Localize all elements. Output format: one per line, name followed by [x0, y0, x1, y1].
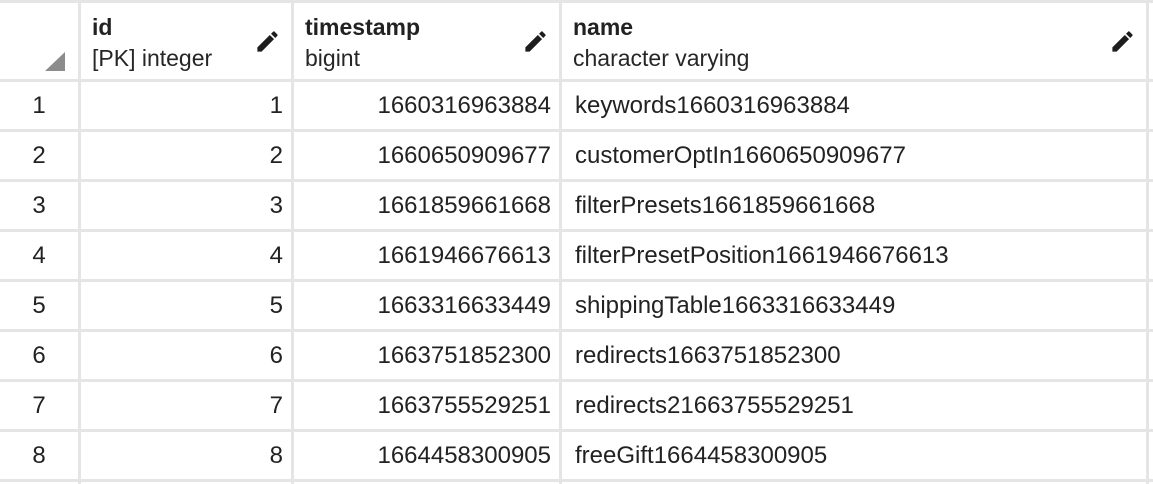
cell-id[interactable]: 4	[81, 232, 291, 279]
cell-id[interactable]: 8	[81, 432, 291, 479]
select-all-corner-cell[interactable]	[0, 3, 78, 79]
cell-name[interactable]: freeGift1664458300905	[562, 432, 1146, 479]
cell-id[interactable]: 3	[81, 182, 291, 229]
partial-row-cell	[81, 482, 291, 484]
cell-name[interactable]: keywords1660316963884	[562, 82, 1146, 129]
column-name: timestamp	[305, 14, 421, 40]
cell-name[interactable]: filterPresets1661859661668	[562, 182, 1146, 229]
row-number[interactable]: 7	[0, 382, 78, 429]
cell-name[interactable]: redirects1663751852300	[562, 332, 1146, 379]
cell-timestamp[interactable]: 1663755529251	[294, 382, 559, 429]
cell-timestamp[interactable]: 1664458300905	[294, 432, 559, 479]
column-type: [PK] integer	[92, 45, 213, 71]
row-overflow-sliver	[1149, 82, 1153, 129]
pencil-icon[interactable]	[521, 27, 549, 55]
row-overflow-sliver	[1149, 432, 1153, 479]
partial-row-cell	[294, 482, 559, 484]
row-number[interactable]: 6	[0, 332, 78, 379]
partial-row-cell	[0, 482, 78, 484]
cell-name[interactable]: filterPresetPosition1661946676613	[562, 232, 1146, 279]
cell-id[interactable]: 5	[81, 282, 291, 329]
cell-timestamp[interactable]: 1660316963884	[294, 82, 559, 129]
column-type: bigint	[305, 45, 360, 71]
row-number[interactable]: 2	[0, 132, 78, 179]
cell-name[interactable]: customerOptIn1660650909677	[562, 132, 1146, 179]
partial-row-cell	[562, 482, 1146, 484]
column-header-timestamp[interactable]: timestamp bigint	[294, 3, 559, 79]
cell-timestamp[interactable]: 1661946676613	[294, 232, 559, 279]
column-header-name[interactable]: name character varying	[562, 3, 1146, 79]
row-overflow-sliver	[1149, 132, 1153, 179]
column-type: character varying	[573, 45, 750, 71]
cell-id[interactable]: 6	[81, 332, 291, 379]
cell-name[interactable]: redirects21663755529251	[562, 382, 1146, 429]
select-all-triangle-icon	[45, 52, 65, 71]
cell-id[interactable]: 2	[81, 132, 291, 179]
partial-row-cell	[1149, 482, 1153, 484]
pencil-icon[interactable]	[253, 27, 281, 55]
row-overflow-sliver	[1149, 282, 1153, 329]
cell-timestamp[interactable]: 1663316633449	[294, 282, 559, 329]
row-overflow-sliver	[1149, 182, 1153, 229]
cell-id[interactable]: 7	[81, 382, 291, 429]
row-overflow-sliver	[1149, 382, 1153, 429]
row-number[interactable]: 3	[0, 182, 78, 229]
row-number[interactable]: 1	[0, 82, 78, 129]
row-number[interactable]: 4	[0, 232, 78, 279]
cell-timestamp[interactable]: 1660650909677	[294, 132, 559, 179]
cell-id[interactable]: 1	[81, 82, 291, 129]
row-overflow-sliver	[1149, 332, 1153, 379]
column-name: id	[92, 14, 113, 40]
row-number[interactable]: 5	[0, 282, 78, 329]
cell-timestamp[interactable]: 1661859661668	[294, 182, 559, 229]
header-overflow-sliver	[1149, 3, 1153, 79]
row-number[interactable]: 8	[0, 432, 78, 479]
row-overflow-sliver	[1149, 232, 1153, 279]
pencil-icon[interactable]	[1108, 27, 1136, 55]
cell-name[interactable]: shippingTable1663316633449	[562, 282, 1146, 329]
column-name: name	[573, 14, 634, 40]
cell-timestamp[interactable]: 1663751852300	[294, 332, 559, 379]
column-header-id[interactable]: id [PK] integer	[81, 3, 291, 79]
